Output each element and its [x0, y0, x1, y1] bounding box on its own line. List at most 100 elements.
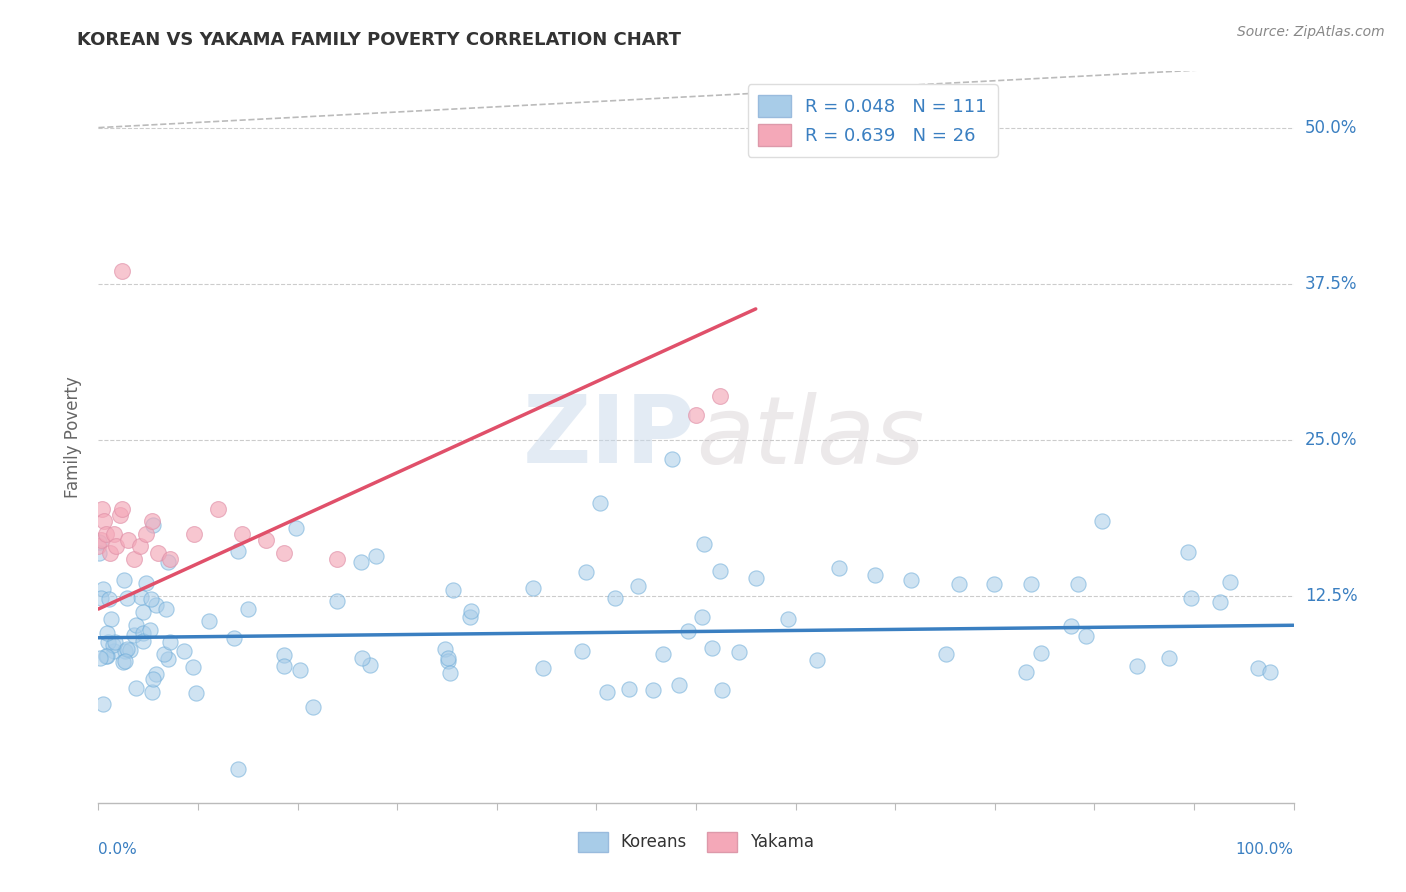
- Point: [983, 577, 1005, 591]
- Point: [806, 652, 828, 666]
- Point: [326, 552, 349, 566]
- Point: [156, 652, 179, 666]
- Point: [273, 546, 295, 560]
- Point: [589, 496, 612, 510]
- Point: [288, 663, 311, 677]
- Point: [111, 502, 134, 516]
- Point: [139, 624, 162, 638]
- Point: [1218, 575, 1240, 590]
- Point: [226, 762, 249, 776]
- Point: [96, 626, 118, 640]
- Point: [776, 612, 799, 626]
- Point: [1091, 515, 1114, 529]
- Point: [1019, 577, 1042, 591]
- Point: [226, 544, 249, 558]
- Point: [103, 639, 125, 653]
- Point: [117, 533, 139, 548]
- Point: [865, 568, 887, 582]
- Point: [103, 527, 125, 541]
- Point: [900, 573, 922, 587]
- Point: [460, 604, 482, 618]
- Point: [96, 649, 118, 664]
- Point: [108, 508, 131, 523]
- Legend: Koreans, Yakama: Koreans, Yakama: [569, 823, 823, 860]
- Point: [458, 609, 481, 624]
- Point: [668, 678, 690, 692]
- Point: [437, 654, 460, 668]
- Point: [661, 452, 683, 467]
- Point: [135, 527, 157, 541]
- Point: [709, 565, 731, 579]
- Point: [142, 672, 165, 686]
- Point: [117, 641, 139, 656]
- Point: [231, 527, 253, 541]
- Point: [1126, 658, 1149, 673]
- Point: [183, 527, 205, 541]
- Point: [522, 582, 544, 596]
- Point: [441, 582, 464, 597]
- Point: [828, 560, 851, 574]
- Point: [273, 659, 295, 673]
- Point: [254, 533, 277, 548]
- Point: [156, 555, 179, 569]
- Point: [100, 612, 122, 626]
- Point: [104, 635, 127, 649]
- Point: [284, 521, 307, 535]
- Point: [935, 647, 957, 661]
- Point: [437, 650, 460, 665]
- Point: [132, 605, 155, 619]
- Point: [91, 502, 114, 516]
- Text: 100.0%: 100.0%: [1236, 842, 1294, 856]
- Point: [159, 552, 181, 566]
- Point: [709, 389, 731, 403]
- Point: [155, 601, 177, 615]
- Text: 50.0%: 50.0%: [1305, 119, 1357, 136]
- Point: [207, 502, 229, 516]
- Point: [89, 534, 111, 549]
- Point: [652, 648, 675, 662]
- Point: [349, 555, 371, 569]
- Point: [728, 645, 751, 659]
- Text: atlas: atlas: [696, 392, 924, 483]
- Point: [224, 631, 246, 645]
- Point: [91, 697, 114, 711]
- Point: [619, 681, 641, 696]
- Point: [359, 657, 381, 672]
- Text: 0.0%: 0.0%: [98, 842, 138, 856]
- Text: 25.0%: 25.0%: [1305, 431, 1357, 450]
- Point: [115, 591, 138, 605]
- Point: [238, 601, 260, 615]
- Point: [131, 590, 153, 604]
- Point: [1076, 629, 1098, 643]
- Point: [98, 546, 122, 560]
- Point: [89, 651, 111, 665]
- Point: [87, 547, 110, 561]
- Point: [118, 642, 141, 657]
- Point: [571, 644, 593, 658]
- Point: [125, 681, 148, 695]
- Point: [1177, 545, 1199, 559]
- Point: [1060, 618, 1083, 632]
- Point: [148, 546, 170, 560]
- Point: [111, 264, 134, 278]
- Y-axis label: Family Poverty: Family Poverty: [63, 376, 82, 498]
- Point: [1180, 591, 1202, 605]
- Text: 37.5%: 37.5%: [1305, 275, 1357, 293]
- Point: [103, 644, 125, 658]
- Point: [301, 700, 323, 714]
- Point: [603, 591, 626, 606]
- Point: [111, 655, 134, 669]
- Point: [690, 610, 713, 624]
- Point: [105, 540, 128, 554]
- Point: [145, 598, 167, 612]
- Point: [97, 592, 120, 607]
- Point: [153, 647, 176, 661]
- Point: [93, 515, 115, 529]
- Point: [711, 683, 734, 698]
- Point: [596, 685, 619, 699]
- Point: [141, 685, 163, 699]
- Point: [96, 648, 118, 663]
- Point: [366, 549, 388, 564]
- Point: [350, 650, 373, 665]
- Point: [948, 577, 970, 591]
